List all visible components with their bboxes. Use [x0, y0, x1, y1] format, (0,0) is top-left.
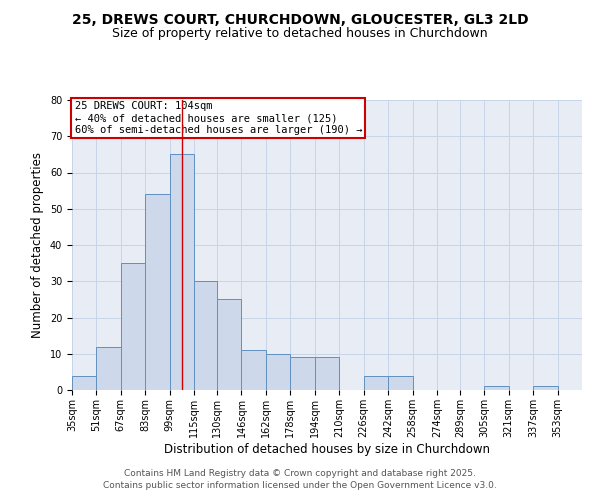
Y-axis label: Number of detached properties: Number of detached properties	[31, 152, 44, 338]
Bar	[121, 263, 145, 390]
Bar	[484, 386, 509, 390]
Text: 25 DREWS COURT: 104sqm
← 40% of detached houses are smaller (125)
60% of semi-de: 25 DREWS COURT: 104sqm ← 40% of detached…	[74, 102, 362, 134]
Bar	[97, 346, 121, 390]
X-axis label: Distribution of detached houses by size in Churchdown: Distribution of detached houses by size …	[164, 442, 490, 456]
Bar	[388, 376, 413, 390]
Bar	[364, 376, 388, 390]
Bar	[217, 300, 241, 390]
Bar	[170, 154, 194, 390]
Text: Size of property relative to detached houses in Churchdown: Size of property relative to detached ho…	[112, 28, 488, 40]
Bar	[315, 358, 339, 390]
Bar	[533, 386, 557, 390]
Bar	[72, 376, 97, 390]
Bar	[266, 354, 290, 390]
Text: Contains HM Land Registry data © Crown copyright and database right 2025.
Contai: Contains HM Land Registry data © Crown c…	[103, 468, 497, 490]
Bar	[145, 194, 170, 390]
Bar	[290, 358, 315, 390]
Bar	[194, 281, 217, 390]
Bar	[241, 350, 266, 390]
Text: 25, DREWS COURT, CHURCHDOWN, GLOUCESTER, GL3 2LD: 25, DREWS COURT, CHURCHDOWN, GLOUCESTER,…	[71, 12, 529, 26]
